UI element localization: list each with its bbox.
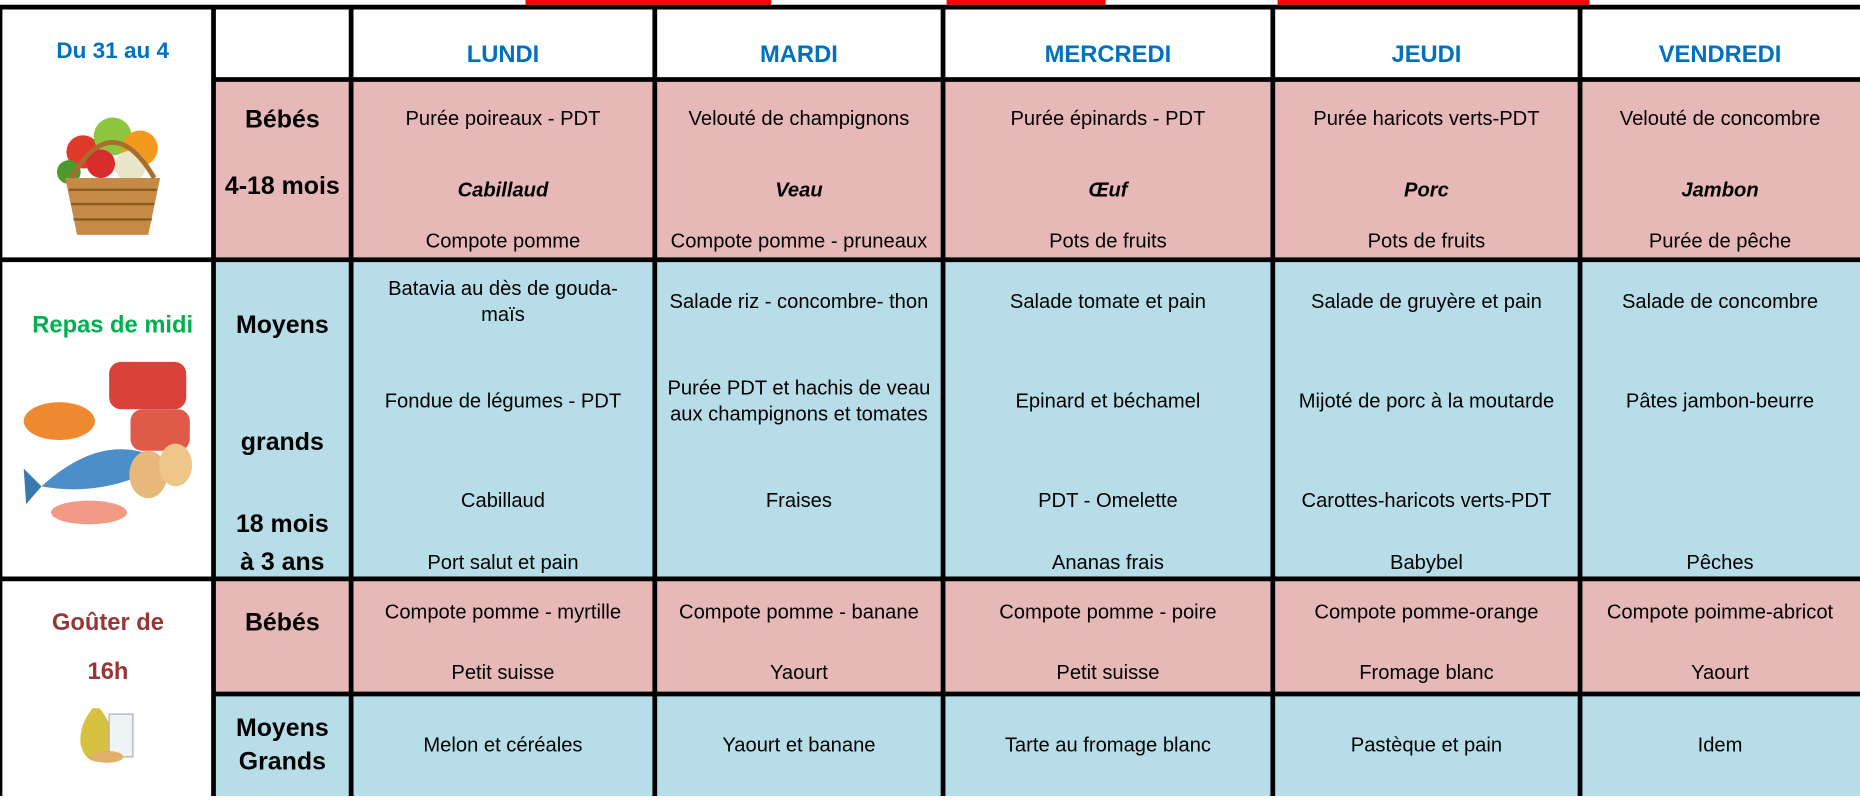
day-header: VENDREDI xyxy=(1659,42,1782,68)
menu-item: Compote pomme xyxy=(426,230,581,252)
menu-item: Carottes-haricots verts-PDT xyxy=(1302,490,1552,512)
menu-item: Pêches xyxy=(1686,552,1753,574)
menu-item: Purée de pêche xyxy=(1649,230,1791,252)
red-bar xyxy=(525,0,772,5)
menu-item: Compote pomme - poire xyxy=(999,602,1216,624)
menu-item: Porc xyxy=(1404,179,1449,201)
menu-item: Compote poimme-abricot xyxy=(1607,602,1834,624)
menu-item: Batavia au dès de gouda- xyxy=(388,278,618,300)
food-icon xyxy=(23,361,193,525)
row-background xyxy=(213,258,1860,579)
menu-item: Jambon xyxy=(1681,179,1758,201)
group-label: grands xyxy=(241,428,324,456)
row-backgrounds xyxy=(213,79,1860,796)
section-label: Goûter de xyxy=(52,610,164,636)
section-label: Repas de midi xyxy=(32,312,193,338)
group-label: Moyens xyxy=(236,311,329,339)
menu-item: Œuf xyxy=(1088,179,1129,201)
menu-item: Petit suisse xyxy=(1056,662,1159,684)
menu-item: Pots de fruits xyxy=(1368,230,1486,252)
menu-item: Pots de fruits xyxy=(1049,230,1167,252)
menu-item: Compote pomme - banane xyxy=(679,602,919,624)
day-header: MARDI xyxy=(760,42,838,68)
menu-item: maïs xyxy=(481,304,525,326)
menu-item: Idem xyxy=(1698,734,1743,756)
menu-item: Fondue de légumes - PDT xyxy=(385,390,621,412)
menu-item: Salade de gruyère et pain xyxy=(1311,291,1542,313)
snack-icon xyxy=(80,708,134,763)
day-header: JEUDI xyxy=(1392,42,1462,68)
red-bar xyxy=(946,0,1106,5)
group-label: Grands xyxy=(239,747,326,775)
menu-item: Yaourt xyxy=(1691,662,1749,684)
menu-item: Compote pomme - myrtille xyxy=(385,602,621,624)
menu-item: Mijoté de porc à la moutarde xyxy=(1299,390,1554,412)
menu-item: Epinard et béchamel xyxy=(1015,390,1200,412)
group-label: à 3 ans xyxy=(240,548,324,576)
section-label: 16h xyxy=(88,659,129,685)
menu-item: Purée haricots verts-PDT xyxy=(1313,108,1539,130)
menu-item: Melon et céréales xyxy=(423,734,582,756)
menu-item: Tarte au fromage blanc xyxy=(1005,734,1211,756)
menu-item: Velouté de concombre xyxy=(1620,108,1821,130)
menu-item: Purée poireaux - PDT xyxy=(405,108,600,130)
group-label: Moyens xyxy=(236,714,329,742)
menu-item: PDT - Omelette xyxy=(1038,490,1178,512)
day-header: LUNDI xyxy=(467,42,539,68)
menu-item: Velouté de champignons xyxy=(689,108,910,130)
menu-item: Salade de concombre xyxy=(1622,291,1818,313)
menu-item: Veau xyxy=(775,179,822,201)
group-label: 4-18 mois xyxy=(225,172,340,200)
texts: Bébés 4-18 mois Purée poireaux - PDT Cabill… xyxy=(32,38,1833,775)
basket-icon xyxy=(56,117,161,235)
grid-lines xyxy=(0,4,1860,796)
menu-item: aux champignons et tomates xyxy=(670,404,928,426)
group-label: 18 mois xyxy=(236,510,329,538)
menu-item: Pastèque et pain xyxy=(1351,734,1502,756)
menu-item: Compote pomme-orange xyxy=(1314,602,1538,624)
menu-item: Yaourt et banane xyxy=(722,734,875,756)
menu-item: Ananas frais xyxy=(1052,552,1164,574)
red-bar xyxy=(1277,0,1590,5)
day-header: MERCREDI xyxy=(1045,42,1172,68)
menu-item: Compote pomme - pruneaux xyxy=(671,230,928,252)
menu-item: Port salut et pain xyxy=(427,552,578,574)
menu-item: Yaourt xyxy=(770,662,828,684)
menu-item: Cabillaud xyxy=(458,179,549,201)
row-background xyxy=(213,79,1860,259)
menu-item: Salade tomate et pain xyxy=(1010,291,1206,313)
menu-item: Fraises xyxy=(766,490,832,512)
menu-item: Purée PDT et hachis de veau xyxy=(667,377,930,399)
row-background xyxy=(213,578,1860,694)
group-label: Bébés xyxy=(245,609,320,637)
menu-item: Fromage blanc xyxy=(1359,662,1493,684)
menu-item: Purée épinards - PDT xyxy=(1010,108,1205,130)
menu-item: Salade riz - concombre- thon xyxy=(670,291,929,313)
group-label: Bébés xyxy=(245,106,320,134)
row-background xyxy=(213,693,1860,796)
menu-item: Cabillaud xyxy=(461,490,545,512)
menu-item: Babybel xyxy=(1390,552,1463,574)
menu-item: Pâtes jambon-beurre xyxy=(1626,390,1814,412)
period: Du 31 au 4 xyxy=(56,38,169,63)
menu-item: Petit suisse xyxy=(451,662,554,684)
